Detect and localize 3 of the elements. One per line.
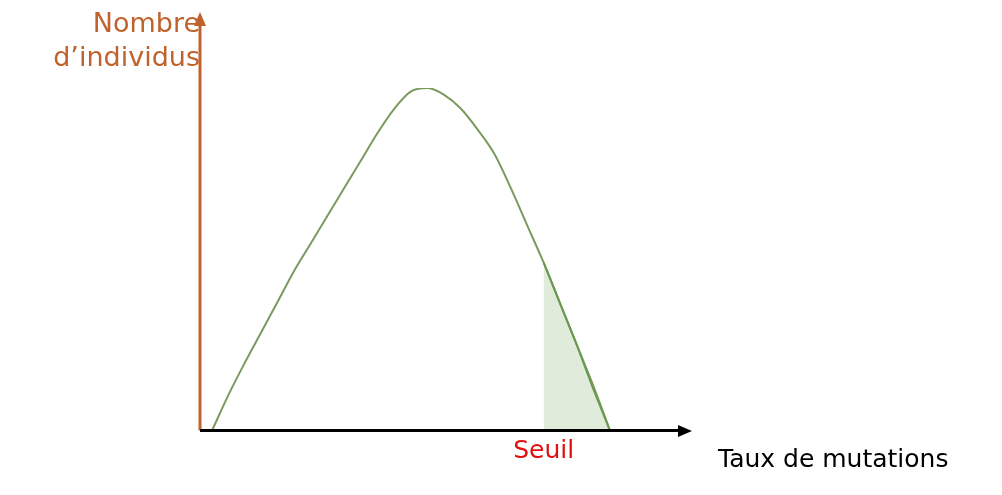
text: Seuil [513, 434, 575, 464]
x-axis-title: Taux de mutations [718, 444, 949, 473]
y-axis-title: Nombre d’individus [52, 6, 200, 74]
